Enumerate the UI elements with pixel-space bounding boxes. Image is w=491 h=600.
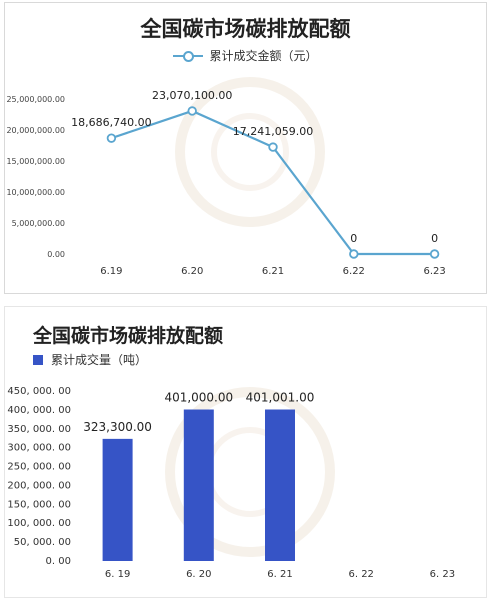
- y-tick-label: 15,000,000.00: [6, 157, 65, 166]
- data-label: 23,070,100.00: [152, 89, 232, 102]
- x-tick-label: 6. 22: [348, 569, 373, 580]
- bar-chart-legend: 累计成交量（吨）: [33, 351, 147, 368]
- x-tick-label: 6.22: [343, 266, 365, 277]
- line-chart-title: 全国碳市场碳排放配额: [140, 17, 351, 41]
- data-point: [106, 133, 117, 143]
- bar-chart-plot: 0. 00 50, 000. 00 100, 000. 00 150, 000. 00…: [7, 386, 455, 580]
- bar: [265, 409, 295, 561]
- data-point: [429, 249, 440, 259]
- line-chart-plot: 0.00 5,000,000.00 10,000,000.00 15,000,000.…: [6, 89, 445, 277]
- y-tick-label: 300, 000. 00: [7, 443, 71, 454]
- y-tick-label: 5,000,000.00: [12, 219, 65, 228]
- data-point: [349, 249, 359, 259]
- bar-chart-panel: 全国碳市场碳排放配额 累计成交量（吨） 0. 00 50, 000. 00 100,…: [4, 306, 487, 598]
- x-tick-label: 6. 20: [186, 569, 211, 580]
- x-tick-label: 6.19: [100, 266, 122, 277]
- line-chart-legend: 累计成交金额（元）: [5, 47, 486, 64]
- data-label: 0: [431, 232, 438, 245]
- x-tick-label: 6.21: [262, 266, 284, 277]
- watermark-logo: [175, 77, 325, 227]
- x-tick-label: 6.23: [423, 266, 445, 277]
- line-legend-label: 累计成交金额（元）: [209, 49, 318, 63]
- bar-legend-label: 累计成交量（吨）: [51, 353, 148, 367]
- bar: [183, 409, 214, 561]
- y-tick-label: 25,000,000.00: [6, 95, 65, 104]
- bar: [102, 438, 133, 561]
- x-tick-label: 6.20: [181, 266, 203, 277]
- data-label: 17,241,059.00: [233, 125, 313, 138]
- y-tick-label: 100, 000. 00: [7, 518, 71, 529]
- y-tick-label: 250, 000. 00: [7, 462, 71, 473]
- y-tick-label: 150, 000. 00: [7, 499, 71, 510]
- line-chart-panel: 全国碳市场碳排放配额 累计成交金额（元） 0.00 5,000,000.00 10,…: [4, 2, 487, 294]
- y-tick-label: 400, 000. 00: [7, 405, 71, 416]
- data-label: 401,000.00: [164, 391, 233, 405]
- x-tick-label: 6. 19: [105, 569, 130, 580]
- y-tick-label: 0.00: [47, 250, 65, 259]
- x-tick-label: 6. 23: [430, 569, 455, 580]
- data-point: [187, 106, 197, 116]
- y-tick-label: 10,000,000.00: [6, 188, 65, 197]
- y-tick-label: 200, 000. 00: [7, 480, 71, 491]
- y-tick-label: 0. 00: [46, 556, 71, 567]
- x-tick-label: 6. 21: [267, 569, 292, 580]
- legend-bar-swatch-icon: [33, 354, 43, 365]
- y-tick-label: 450, 000. 00: [7, 386, 71, 397]
- y-tick-label: 50, 000. 00: [14, 537, 71, 548]
- legend-line-marker-icon: [173, 50, 204, 62]
- data-label: 401,001.00: [246, 391, 315, 405]
- y-tick-label: 20,000,000.00: [6, 126, 65, 135]
- data-label: 323,300.00: [83, 420, 152, 434]
- y-tick-label: 350, 000. 00: [7, 424, 71, 435]
- data-label: 0: [350, 232, 357, 245]
- bar-chart-title: 全国碳市场碳排放配额: [33, 325, 224, 347]
- data-label: 18,686,740.00: [71, 116, 151, 129]
- data-point: [268, 142, 278, 152]
